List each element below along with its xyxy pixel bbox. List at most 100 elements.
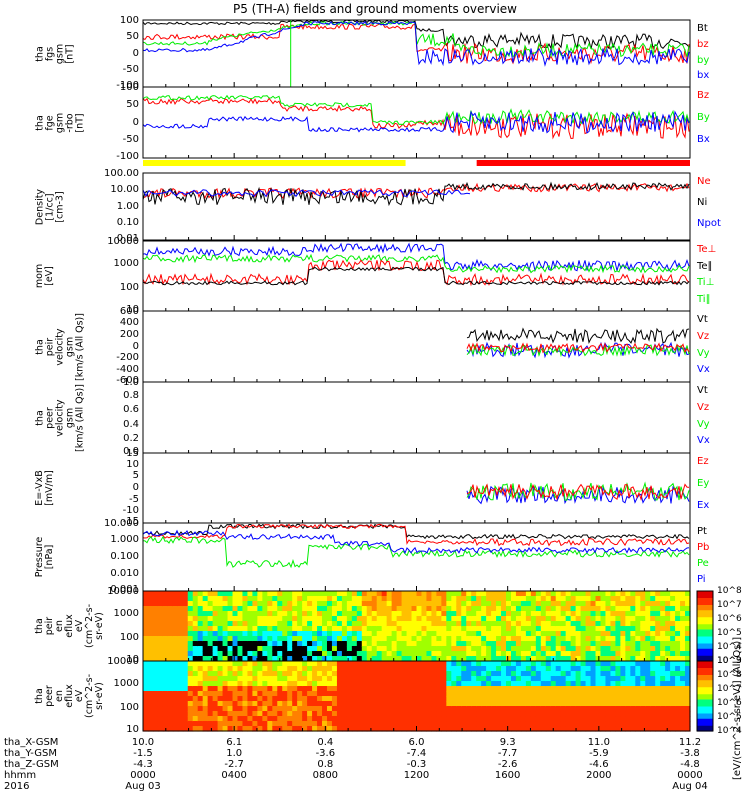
series-teperp-line <box>142 242 690 273</box>
colorbar-tick: 10^9 <box>717 656 742 666</box>
legend-pi: Pi <box>697 574 706 585</box>
y-tick-label: 100 <box>119 281 139 293</box>
panel-frame-8 <box>142 522 691 592</box>
series-tipar-line <box>142 253 690 274</box>
y-tick-label: 1.000 <box>110 534 139 545</box>
x-tick-value: 0400 <box>221 770 247 781</box>
series-vz-line <box>466 342 690 355</box>
legend-npot: Npot <box>697 218 721 229</box>
y-axis-label-peir-velocity: tha peir velocity gsm [km/s (All Qs)] <box>34 312 85 381</box>
x-tick-value: -4.8 <box>680 759 700 770</box>
y-tick-label: 0 <box>132 340 139 352</box>
legend-ti∥: Ti∥ <box>697 293 711 305</box>
series-ez-line <box>466 483 690 502</box>
y-tick-label: 10.00 <box>110 183 139 195</box>
series-bx-line <box>142 20 690 67</box>
legend-te⊥: Te⊥ <box>697 244 717 255</box>
y-tick-label: 1.0 <box>123 377 139 388</box>
x-tick-value: -7.7 <box>497 748 518 759</box>
colorbar-tick: 10^8 <box>717 586 742 596</box>
legend-bx: Bx <box>697 134 710 145</box>
ion-colorbar <box>696 590 714 662</box>
x-tick-value: -1.5 <box>133 748 153 759</box>
y-tick-label: 10.000 <box>104 518 139 529</box>
x-tick-value: 11.2 <box>678 737 702 748</box>
panel-frame-6 <box>142 381 691 454</box>
x-tick-value: 1600 <box>494 770 521 781</box>
y-tick-label: 0.0 <box>123 446 139 457</box>
x-tick-value: -4.6 <box>589 759 609 770</box>
panel-frame-3 <box>142 172 691 241</box>
y-tick-label: 200 <box>119 328 139 340</box>
colorbar-tick: 10^4 <box>717 726 742 736</box>
legend-ni: Ni <box>697 197 708 208</box>
y-tick-label: -200 <box>116 352 139 364</box>
y-tick-label: 10 <box>126 304 139 315</box>
y-tick-label: 10 <box>126 654 139 665</box>
y-tick-label: 10000 <box>107 656 139 667</box>
y-tick-label: 100 <box>119 15 139 26</box>
legend-by: By <box>697 112 710 123</box>
colorbar-tick: 10^7 <box>717 684 742 694</box>
colorbar-tick: 10^8 <box>717 670 742 680</box>
mode-bar-slow <box>143 160 406 166</box>
y-tick-label: 100.00 <box>104 168 139 179</box>
y-axis-label-pressure: Pressure [nPa] <box>34 536 55 578</box>
y-tick-label: 0.8 <box>123 390 139 402</box>
x-row-label: hhmm <box>4 770 37 781</box>
legend-vt: Vt <box>697 314 708 325</box>
x-tick-value: 11.0 <box>587 737 610 748</box>
y-tick-label: -600 <box>116 375 139 386</box>
y-tick-label: 50 <box>126 98 139 110</box>
legend-ex: Ex <box>697 500 710 511</box>
panel-frame-7 <box>142 452 691 524</box>
y-axis-label-peer-en-eflux: tha peer en eflux eV (cm^2-s- sr-eV) <box>34 674 105 718</box>
y-axis-label-density: Density [1/cc] [cm-3] <box>34 188 65 225</box>
series-ni-line <box>142 181 690 207</box>
x-tick-value: 0.8 <box>317 759 334 770</box>
legend-vy: Vy <box>697 418 710 430</box>
colorbar-tick: 10^4 <box>717 642 742 652</box>
y-tick-label: 0.100 <box>110 551 139 562</box>
y-tick-label: -5 <box>129 493 139 505</box>
legend-te∥: Te∥ <box>697 260 713 272</box>
y-tick-label: 1000 <box>113 608 139 620</box>
y-tick-label: 1000 <box>113 258 139 270</box>
series-tiperp-line <box>142 259 690 287</box>
y-tick-label: -50 <box>122 64 139 76</box>
series-vt-line <box>466 327 690 344</box>
y-tick-label: -400 <box>116 364 139 376</box>
x-tick-value: -5.9 <box>589 748 609 759</box>
y-tick-label: 0 <box>132 116 139 128</box>
y-tick-label: -10 <box>122 505 139 517</box>
x-tick-value: -2.6 <box>497 759 518 770</box>
legend-bx: bx <box>697 70 710 82</box>
x-tick-value: -7.4 <box>406 748 427 759</box>
x-tick-value: -4.3 <box>133 759 153 770</box>
y-tick-label: 0.10 <box>116 217 139 229</box>
series-npot-line <box>142 189 471 198</box>
y-axis-label-peir-en-eflux: tha peir en eflux eV (cm^2-s- sr-eV) <box>34 604 105 648</box>
legend-vx: Vx <box>697 435 710 447</box>
x-tick-value: 0000 <box>130 770 156 781</box>
y-tick-label: 50 <box>126 30 139 42</box>
legend-vy: Vy <box>697 347 710 359</box>
legend-vz: Vz <box>697 330 710 342</box>
electron-spectrogram <box>143 661 691 732</box>
legend-ey: Ey <box>697 478 710 489</box>
legend-ne: Ne <box>697 176 711 187</box>
series-bx2-line <box>142 110 690 134</box>
y-tick-label: 10000 <box>107 236 139 247</box>
legend-bt: Bt <box>697 23 708 34</box>
y-tick-label: 0 <box>132 47 139 59</box>
y-tick-label: 0.4 <box>123 418 139 430</box>
series-pt-line <box>142 523 690 540</box>
legend-vt: Vt <box>697 385 708 396</box>
y-tick-label: 10 <box>126 724 139 735</box>
x-row-label: tha_X-GSM <box>4 737 59 748</box>
colorbar-tick: 10^6 <box>717 698 742 708</box>
legend-by: by <box>697 54 710 66</box>
y-tick-label: 600 <box>119 306 139 317</box>
